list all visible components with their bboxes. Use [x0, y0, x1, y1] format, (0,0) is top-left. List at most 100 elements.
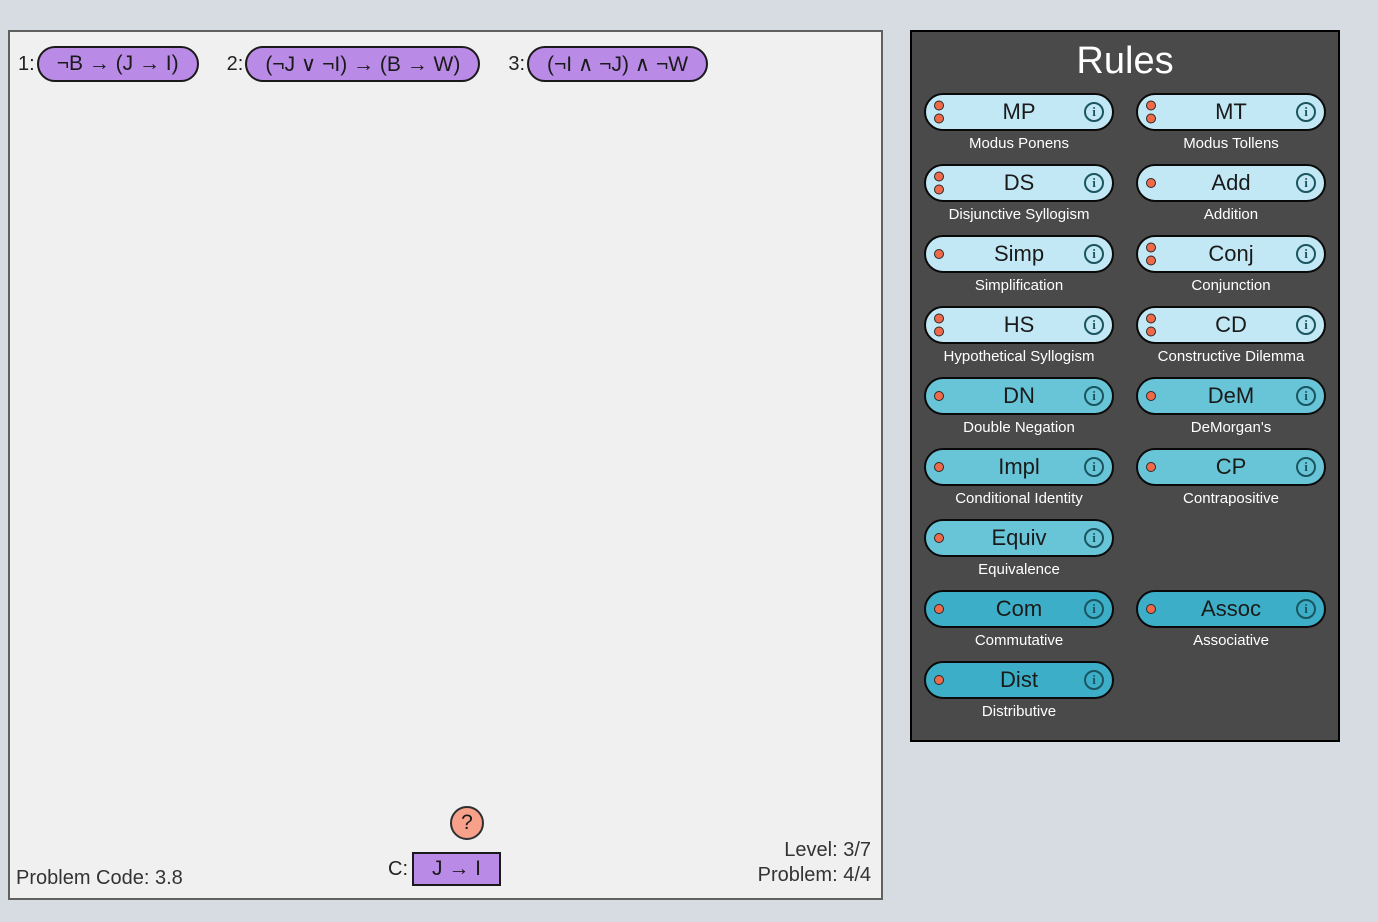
dot-icon	[1146, 462, 1156, 472]
info-icon[interactable]: i	[1084, 244, 1104, 264]
info-icon[interactable]: i	[1084, 528, 1104, 548]
conclusion-pill[interactable]: J → I	[412, 852, 501, 886]
problem-text: Problem: 4/4	[758, 863, 871, 888]
rules-grid: MPiModus Ponens MT i Modus Tollens DSiDisjun…	[920, 93, 1330, 726]
info-icon[interactable]: i	[1296, 102, 1316, 122]
rule-dots	[1146, 314, 1156, 337]
rule-button-simp[interactable]: Simpi	[924, 235, 1114, 273]
rule-button-mt[interactable]: MT i	[1136, 93, 1326, 131]
rules-panel: Rules MPiModus PonensMTiModus TollensDSi…	[910, 30, 1340, 742]
rule-name: Associative	[1193, 632, 1269, 649]
info-icon[interactable]: i	[1084, 386, 1104, 406]
rule-button-dem[interactable]: DeMi	[1136, 377, 1326, 415]
rule-abbr: Add	[1211, 170, 1250, 196]
rule-button-assoc[interactable]: Associ	[1136, 590, 1326, 628]
rule-button-impl[interactable]: Impl i	[924, 448, 1114, 486]
rule-button-equiv[interactable]: Equivi	[924, 519, 1114, 557]
rule-name: Conditional Identity	[955, 490, 1083, 507]
rule-cell: MPiModus Ponens	[920, 93, 1118, 158]
rule-dots	[934, 533, 944, 543]
premise: 1: ¬B → (J → I)	[18, 46, 199, 82]
info-icon[interactable]: i	[1296, 386, 1316, 406]
level-text: Level: 3/7	[758, 838, 871, 863]
conclusion-prefix: C:	[388, 858, 408, 881]
rule-name: DeMorgan's	[1191, 419, 1271, 436]
question-mark-icon: ?	[461, 811, 473, 835]
dot-icon	[934, 462, 944, 472]
rule-name: Modus Tollens	[1183, 135, 1279, 152]
info-icon[interactable]: i	[1296, 457, 1316, 477]
rule-abbr: HS	[1004, 312, 1035, 338]
premise-pill[interactable]: (¬J ∨ ¬I) → (B → W)	[245, 46, 480, 82]
dot-icon	[1146, 114, 1156, 124]
rule-button-cp[interactable]: CP i	[1136, 448, 1326, 486]
rule-cell: Add i Addition	[1132, 164, 1330, 229]
premise-row: 1: ¬B → (J → I) 2: (¬J ∨ ¬I) → (B → W) 3…	[10, 32, 881, 96]
conclusion-area: ? C: J → I Problem Code: 3.8 Level: 3/7 …	[10, 802, 881, 892]
dot-icon	[934, 114, 944, 124]
dot-icon	[934, 101, 944, 111]
info-icon[interactable]: i	[1296, 173, 1316, 193]
rule-dots	[934, 462, 944, 472]
info-icon[interactable]: i	[1296, 315, 1316, 335]
info-icon[interactable]: i	[1084, 457, 1104, 477]
level-info: Level: 3/7 Problem: 4/4	[758, 838, 871, 888]
info-icon[interactable]: i	[1084, 173, 1104, 193]
rule-button-cd[interactable]: CDi	[1136, 306, 1326, 344]
premise-pill[interactable]: (¬I ∧ ¬J) ∧ ¬W	[527, 46, 708, 82]
rule-name: Distributive	[982, 703, 1056, 720]
info-icon[interactable]: i	[1084, 315, 1104, 335]
rule-cell: DeMi DeMorgan's	[1132, 377, 1330, 442]
info-icon[interactable]: i	[1296, 244, 1316, 264]
rule-button-dist[interactable]: Dist i	[924, 661, 1114, 699]
dot-icon	[934, 533, 944, 543]
rule-dots	[1146, 391, 1156, 401]
rule-button-add[interactable]: Add i	[1136, 164, 1326, 202]
rule-name: Hypothetical Syllogism	[944, 348, 1095, 365]
rule-cell: Simpi Simplification	[920, 235, 1118, 300]
rule-dots	[934, 675, 944, 685]
rule-name: Commutative	[975, 632, 1063, 649]
rule-cell: EquiviEquivalence	[920, 519, 1118, 584]
rule-name: Simplification	[975, 277, 1063, 294]
info-icon[interactable]: i	[1296, 599, 1316, 619]
dot-icon	[1146, 243, 1156, 253]
rule-name: Constructive Dilemma	[1158, 348, 1305, 365]
rule-abbr: CP	[1216, 454, 1247, 480]
rule-dots	[1146, 101, 1156, 124]
dot-icon	[1146, 101, 1156, 111]
rule-cell: ConjiConjunction	[1132, 235, 1330, 300]
rule-abbr: MT	[1215, 99, 1247, 125]
rule-name: Double Negation	[963, 419, 1075, 436]
rule-dots	[934, 101, 944, 124]
rule-button-hs[interactable]: HS i	[924, 306, 1114, 344]
rule-cell: CPiContrapositive	[1132, 448, 1330, 513]
premise: 2: (¬J ∨ ¬I) → (B → W)	[227, 46, 481, 82]
rule-button-mp[interactable]: MPi	[924, 93, 1114, 131]
rule-abbr: Conj	[1208, 241, 1253, 267]
info-icon[interactable]: i	[1084, 102, 1104, 122]
rule-dots	[934, 314, 944, 337]
rule-name: Addition	[1204, 206, 1258, 223]
premise-number: 3:	[508, 53, 525, 76]
premise: 3: (¬I ∧ ¬J) ∧ ¬W	[508, 46, 708, 82]
info-icon[interactable]: i	[1084, 599, 1104, 619]
dot-icon	[1146, 391, 1156, 401]
rule-dots	[934, 172, 944, 195]
dot-icon	[1146, 178, 1156, 188]
rule-button-com[interactable]: Comi	[924, 590, 1114, 628]
rule-button-conj[interactable]: Conj i	[1136, 235, 1326, 273]
premise-pill[interactable]: ¬B → (J → I)	[37, 46, 199, 82]
rule-button-ds[interactable]: DSi	[924, 164, 1114, 202]
rule-button-dn[interactable]: DNi	[924, 377, 1114, 415]
rule-cell: DSiDisjunctive Syllogism	[920, 164, 1118, 229]
rule-dots	[1146, 462, 1156, 472]
help-button[interactable]: ?	[450, 806, 484, 840]
dot-icon	[1146, 314, 1156, 324]
proof-workspace: 1: ¬B → (J → I) 2: (¬J ∨ ¬I) → (B → W) 3…	[8, 30, 883, 900]
rule-cell: Impl iConditional Identity	[920, 448, 1118, 513]
rule-abbr: Impl	[998, 454, 1040, 480]
rule-abbr: Dist	[1000, 667, 1038, 693]
info-icon[interactable]: i	[1084, 670, 1104, 690]
dot-icon	[934, 675, 944, 685]
